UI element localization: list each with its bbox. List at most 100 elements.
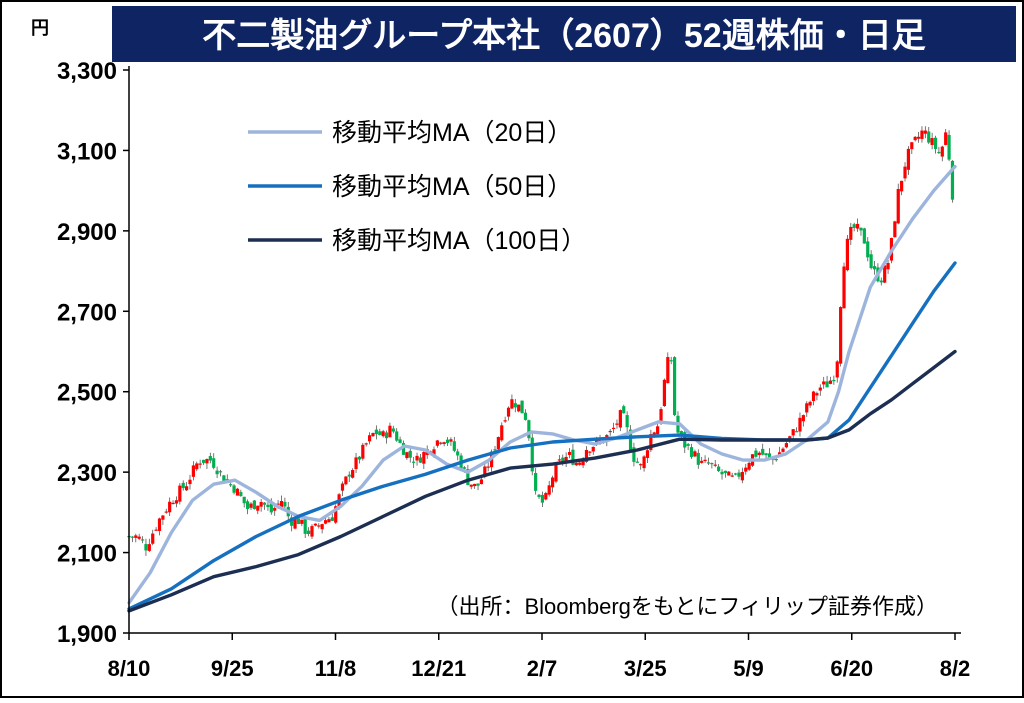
candle-body (296, 518, 301, 525)
candle-body (506, 407, 511, 417)
candle-body (839, 307, 843, 364)
candle-body (374, 429, 378, 435)
candle-body (571, 449, 575, 465)
candle-body (208, 456, 212, 461)
candle-body (147, 544, 151, 551)
ma-line (127, 164, 957, 605)
candle-body (540, 494, 545, 503)
candle-body (656, 426, 660, 435)
candle-body (567, 452, 572, 455)
candle-body (222, 475, 226, 482)
candle-body (164, 511, 168, 513)
candle-body (496, 437, 500, 450)
candle-body (645, 450, 650, 458)
candle-body (930, 138, 934, 145)
candle-body (371, 433, 375, 437)
candle-body (869, 254, 873, 269)
candle-body (174, 500, 179, 504)
candle-body (927, 131, 931, 143)
candle-body (137, 536, 141, 539)
candle-body (140, 539, 145, 541)
candle-body (550, 477, 555, 488)
x-tick-label: 8/2 (940, 656, 971, 681)
candle-body (439, 442, 443, 444)
candle-body (473, 483, 477, 487)
candle-body (303, 518, 307, 534)
candle-body (493, 449, 497, 451)
candle-body (666, 357, 670, 384)
candle-body (906, 148, 911, 170)
candle-body (774, 459, 778, 461)
candle-body (351, 470, 355, 478)
candle-body (700, 460, 704, 463)
candle-body (452, 441, 456, 451)
x-axis-ticks: 8/10 9/25 11/8 12/21 2/7 3/25 5/9 6/20 8/2 (108, 633, 971, 681)
candle-body (252, 500, 256, 510)
candle-body (449, 439, 453, 442)
x-tick-label: 3/25 (624, 656, 667, 681)
candle-body (361, 444, 365, 459)
candle-body (418, 457, 423, 463)
candle-body (879, 280, 883, 283)
candle-body (401, 443, 406, 455)
candle-body (849, 226, 853, 240)
candle-body (269, 503, 273, 513)
candle-body (530, 437, 534, 472)
candle-body (825, 381, 829, 388)
legend-label: 移動平均MA（50日） (332, 173, 572, 201)
candle-body (547, 485, 551, 495)
candle-body (628, 429, 633, 451)
candle-body (791, 429, 795, 436)
candle-body (920, 130, 924, 139)
candle-body (784, 443, 789, 448)
candle-body (584, 449, 589, 462)
candle-body (713, 464, 717, 466)
candle-body (944, 132, 948, 145)
candle-body (761, 448, 765, 455)
candle-body (845, 238, 850, 271)
candle-body (852, 224, 856, 229)
candle-body (327, 519, 331, 523)
candle-body (754, 450, 758, 457)
candle-body (554, 464, 558, 482)
candle-body (534, 472, 538, 491)
candle-body (466, 469, 470, 485)
candle-body (933, 137, 938, 149)
candle-body (815, 393, 819, 396)
candle-body (215, 470, 219, 475)
candle-body (798, 417, 802, 432)
y-tick-label: 2,100 (57, 541, 117, 568)
candle-body (872, 266, 877, 270)
candle-body (940, 146, 944, 157)
candle-body (130, 536, 134, 538)
candle-body (649, 434, 653, 451)
candle-body (408, 450, 412, 458)
candle-body (445, 439, 450, 444)
candle-body (564, 456, 568, 463)
legend: 移動平均MA（20日） 移動平均MA（50日） 移動平均MA（100日） (248, 119, 586, 255)
candle-body (801, 415, 805, 422)
candle-body (635, 461, 639, 463)
candle-body (513, 403, 517, 408)
candle-body (937, 151, 941, 154)
candle-body (483, 466, 487, 478)
candle-body (168, 501, 172, 513)
y-tick-label: 3,100 (57, 138, 117, 165)
candle-body (903, 166, 907, 179)
candle-body (334, 506, 338, 523)
candle-body (672, 357, 677, 416)
candle-body (242, 496, 246, 504)
candle-body (693, 451, 697, 457)
candle-body (611, 427, 616, 430)
candle-body (916, 136, 921, 139)
chart-title: 不二製油グループ本社（2607）52週株価・日足 (202, 16, 925, 55)
candle-body (161, 515, 165, 520)
candle-body (144, 544, 148, 551)
candle-body (422, 452, 426, 464)
ma-line (127, 261, 957, 611)
candle-body (249, 503, 253, 508)
candle-body (256, 505, 260, 511)
candle-body (537, 494, 541, 498)
candle-body (733, 473, 738, 475)
x-tick-label: 2/7 (527, 656, 558, 681)
